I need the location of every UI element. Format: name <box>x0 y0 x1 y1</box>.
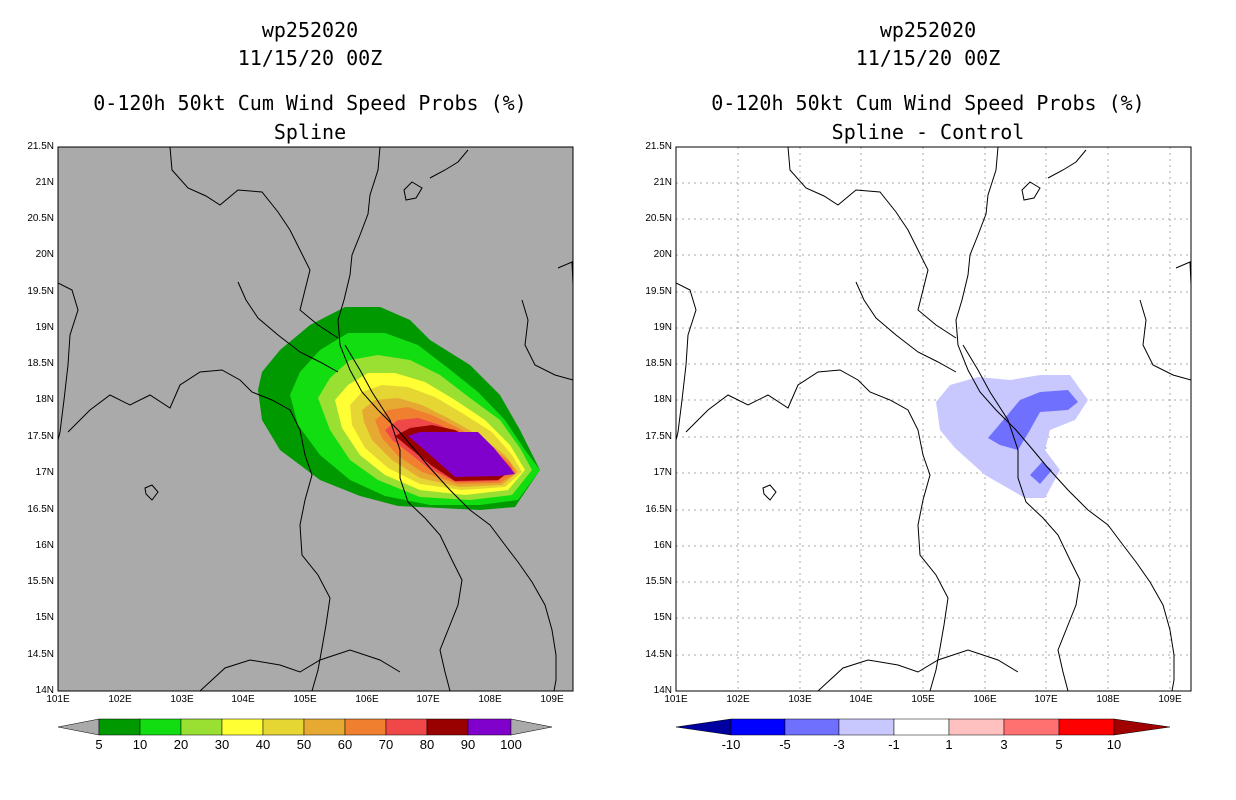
left-lon-label: 104E <box>231 694 255 705</box>
right-map <box>675 146 1192 692</box>
right-lat-label: 17.5N <box>645 431 672 442</box>
right-lat-label: 14.5N <box>645 649 672 660</box>
left-lon-label: 108E <box>478 694 502 705</box>
left-lon-label: 106E <box>355 694 379 705</box>
left-lat-label: 17N <box>35 467 54 478</box>
left-lon-label: 102E <box>108 694 132 705</box>
right-colorbar-label: 3 <box>1000 737 1008 752</box>
right-colorbar-label: -5 <box>779 737 791 752</box>
left-colorbar-label: 30 <box>214 737 230 752</box>
right-colorbar-label: -3 <box>833 737 845 752</box>
right-lon-label: 109E <box>1158 694 1182 705</box>
left-storm-id: wp252020 <box>261 18 359 42</box>
right-lat-label: 20N <box>653 249 672 260</box>
left-colorbar-label: 80 <box>419 737 435 752</box>
left-lon-label: 107E <box>416 694 440 705</box>
left-colorbar-label: 90 <box>460 737 476 752</box>
left-lat-label: 16.5N <box>27 504 54 515</box>
right-subtitle: Spline - Control <box>831 120 1025 144</box>
right-lat-label: 17N <box>653 467 672 478</box>
left-lon-label: 101E <box>46 694 70 705</box>
left-lat-label: 17.5N <box>27 431 54 442</box>
left-subtitle: Spline <box>273 120 347 144</box>
left-lon-label: 105E <box>293 694 317 705</box>
right-lon-label: 101E <box>664 694 688 705</box>
right-colorbar-label: 1 <box>945 737 953 752</box>
right-lon-label: 106E <box>973 694 997 705</box>
right-lat-label: 15N <box>653 612 672 623</box>
left-lat-label: 20N <box>35 249 54 260</box>
right-colorbar-label: -1 <box>888 737 900 752</box>
left-lat-label: 14N <box>35 685 54 696</box>
right-colorbar-label: -10 <box>721 737 741 752</box>
left-map <box>57 146 574 692</box>
right-lat-label: 21.5N <box>645 141 672 152</box>
left-colorbar-label: 5 <box>95 737 103 752</box>
right-colorbar <box>675 718 1171 736</box>
left-colorbar-label: 60 <box>337 737 353 752</box>
left-lat-label: 18.5N <box>27 358 54 369</box>
right-date: 11/15/20 00Z <box>855 46 1001 70</box>
left-lat-label: 15.5N <box>27 576 54 587</box>
right-storm-id: wp252020 <box>879 18 977 42</box>
prob-band-90 <box>408 432 515 477</box>
right-colorbar-label: 5 <box>1055 737 1063 752</box>
left-lat-label: 19N <box>35 322 54 333</box>
right-lat-label: 19.5N <box>645 286 672 297</box>
left-colorbar-label: 100 <box>500 737 522 752</box>
right-title: 0-120h 50kt Cum Wind Speed Probs (%) <box>711 91 1145 115</box>
right-lat-label: 20.5N <box>645 213 672 224</box>
right-lat-label: 16N <box>653 540 672 551</box>
left-lon-label: 109E <box>540 694 564 705</box>
right-lat-label: 18N <box>653 394 672 405</box>
right-lon-label: 103E <box>788 694 812 705</box>
diff-band-minus3b <box>1030 462 1052 484</box>
left-lat-label: 20.5N <box>27 213 54 224</box>
diff-band-minus3 <box>988 390 1078 450</box>
left-lat-label: 21N <box>35 177 54 188</box>
left-colorbar-label: 50 <box>296 737 312 752</box>
right-lon-label: 104E <box>849 694 873 705</box>
left-colorbar-label: 70 <box>378 737 394 752</box>
right-lat-label: 21N <box>653 177 672 188</box>
left-lat-label: 14.5N <box>27 649 54 660</box>
right-lat-label: 19N <box>653 322 672 333</box>
left-colorbar-label: 20 <box>173 737 189 752</box>
right-lat-label: 15.5N <box>645 576 672 587</box>
left-lat-label: 19.5N <box>27 286 54 297</box>
left-title: 0-120h 50kt Cum Wind Speed Probs (%) <box>93 91 527 115</box>
right-colorbar-label: 10 <box>1106 737 1122 752</box>
right-grid <box>676 147 1191 691</box>
right-lon-label: 102E <box>726 694 750 705</box>
left-colorbar-label: 40 <box>255 737 271 752</box>
left-lon-label: 103E <box>170 694 194 705</box>
left-lat-label: 18N <box>35 394 54 405</box>
left-lat-label: 15N <box>35 612 54 623</box>
right-lon-label: 105E <box>911 694 935 705</box>
left-lat-label: 16N <box>35 540 54 551</box>
right-lon-label: 108E <box>1096 694 1120 705</box>
right-lat-label: 16.5N <box>645 504 672 515</box>
right-lon-label: 107E <box>1034 694 1058 705</box>
left-lat-label: 21.5N <box>27 141 54 152</box>
right-lat-label: 14N <box>653 685 672 696</box>
left-colorbar <box>57 718 553 736</box>
left-colorbar-label: 10 <box>132 737 148 752</box>
right-lat-label: 18.5N <box>645 358 672 369</box>
left-date: 11/15/20 00Z <box>237 46 383 70</box>
